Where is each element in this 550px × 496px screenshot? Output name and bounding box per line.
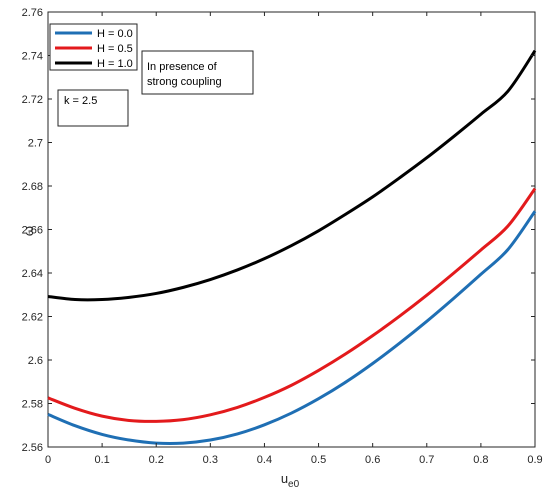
y-tick-label: 2.62 <box>22 312 43 324</box>
y-axis-label: ω <box>21 226 36 236</box>
y-tick-label: 2.66 <box>22 225 43 237</box>
series-layer <box>47 49 537 445</box>
y-tick-label: 2.72 <box>22 94 43 106</box>
x-tick-label: 0.7 <box>419 454 434 466</box>
legend-label-h0: H = 0.0 <box>97 28 133 40</box>
annotation-k-text: k = 2.5 <box>64 95 97 107</box>
series-line-0 <box>47 210 537 445</box>
y-tick-label: 2.58 <box>22 399 43 411</box>
y-tick-label: 2.68 <box>22 181 43 193</box>
y-tick-label: 2.74 <box>22 51 43 63</box>
x-tick-label: 0 <box>45 454 51 466</box>
annotation-coupling-box <box>141 50 254 95</box>
series-line-2 <box>47 49 537 302</box>
legend: H = 0.0 H = 0.5 H = 1.0 <box>49 23 138 71</box>
y-tick-label: 2.76 <box>22 7 43 19</box>
annotation-coupling: In presence of strong coupling <box>141 50 254 95</box>
x-axis-label-subscript: e0 <box>288 479 300 490</box>
x-axis-label: ue0 <box>281 471 300 490</box>
x-tick-label: 0.1 <box>94 454 109 466</box>
axis-ticks: 0 0.1 0.2 0.3 0.4 0.5 0.6 0.7 0.8 0.92.562.582.62… <box>22 7 543 466</box>
y-tick-label: 2.64 <box>22 268 43 280</box>
x-axis-label-main: u <box>281 471 288 486</box>
x-tick-label: 0.3 <box>203 454 218 466</box>
y-tick-label: 2.6 <box>28 355 43 367</box>
x-tick-label: 0.9 <box>527 454 542 466</box>
x-tick-label: 0.6 <box>365 454 380 466</box>
y-tick-label: 2.7 <box>28 138 43 150</box>
annotation-coupling-line1: In presence of <box>147 61 218 73</box>
x-tick-label: 0.2 <box>149 454 164 466</box>
legend-label-h10: H = 1.0 <box>97 58 133 70</box>
x-tick-label: 0.8 <box>473 454 488 466</box>
x-tick-label: 0.5 <box>311 454 326 466</box>
annotation-coupling-line2: strong coupling <box>147 76 222 88</box>
x-tick-label: 0.4 <box>257 454 272 466</box>
y-tick-label: 2.56 <box>22 442 43 454</box>
annotation-k: k = 2.5 <box>57 89 129 127</box>
annotation-k-box <box>57 89 129 127</box>
series-line-1 <box>47 187 537 423</box>
plot-area <box>47 11 536 448</box>
legend-label-h05: H = 0.5 <box>97 43 133 55</box>
